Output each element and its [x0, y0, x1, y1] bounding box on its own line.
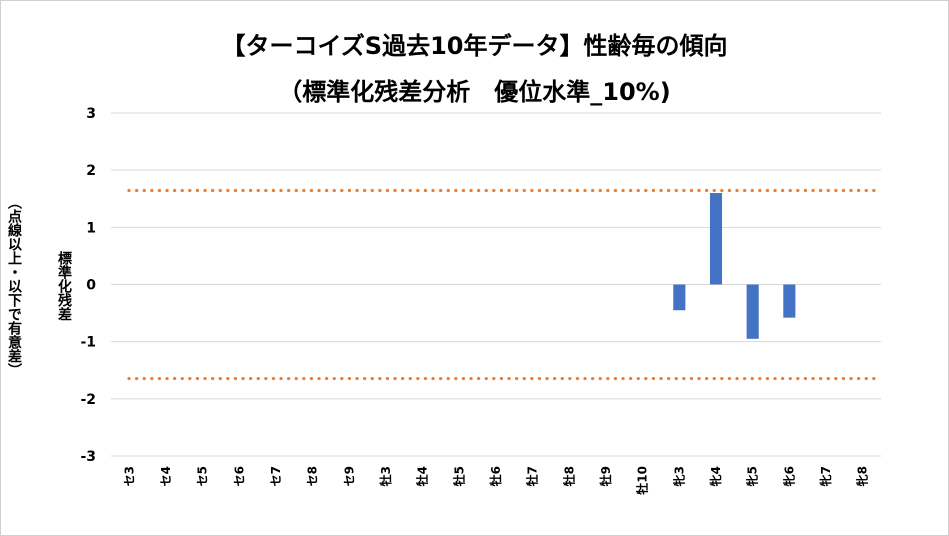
x-tick-label: セ7	[269, 466, 283, 486]
x-tick-label: 牝4	[708, 466, 723, 486]
bar	[709, 193, 723, 285]
x-tick-label: セ6	[232, 466, 246, 486]
y-tick-label: -3	[80, 449, 96, 465]
x-tick-label: セ5	[196, 466, 210, 486]
x-tick-label: 牡9	[598, 466, 613, 486]
chart-subtitle: （標準化残差分析 優位水準_10%)	[278, 78, 671, 106]
x-tick-label: 牝6	[781, 466, 796, 486]
x-tick-label: 牡5	[451, 466, 466, 486]
chart-title: 【ターコイズS過去10年データ】性齢毎の傾向	[221, 32, 728, 60]
y-tick-label: 2	[86, 163, 96, 179]
y-axis-note: （点線以上・以下で有意差）	[6, 195, 22, 377]
x-tick-label: セ3	[122, 466, 136, 486]
x-tick-label: 牡3	[378, 466, 393, 486]
y-tick-label: -1	[80, 335, 96, 351]
x-tick-label: 牡10	[635, 466, 650, 495]
x-tick-label: セ8	[306, 466, 320, 486]
x-tick-label: 牡8	[561, 466, 576, 486]
x-tick-label: 牡4	[415, 466, 430, 486]
y-tick-label: 0	[86, 278, 96, 294]
x-tick-label: 牝3	[671, 466, 686, 486]
y-tick-label: 1	[86, 220, 96, 236]
x-tick-label: 牡6	[488, 466, 503, 486]
x-tick-label: 牡7	[525, 466, 540, 486]
y-tick-label: -2	[80, 392, 96, 408]
x-tick-label: セ9	[342, 466, 356, 486]
x-tick-label: 牝8	[855, 466, 870, 486]
y-axis-label: 標準化残差	[56, 251, 72, 321]
x-tick-label: 牝5	[745, 466, 760, 486]
x-tick-label: 牝7	[818, 466, 833, 486]
bar	[746, 284, 759, 339]
y-tick-label: 3	[86, 106, 96, 122]
bar	[783, 284, 796, 318]
x-tick-label: セ4	[159, 466, 173, 486]
bar	[673, 284, 686, 311]
